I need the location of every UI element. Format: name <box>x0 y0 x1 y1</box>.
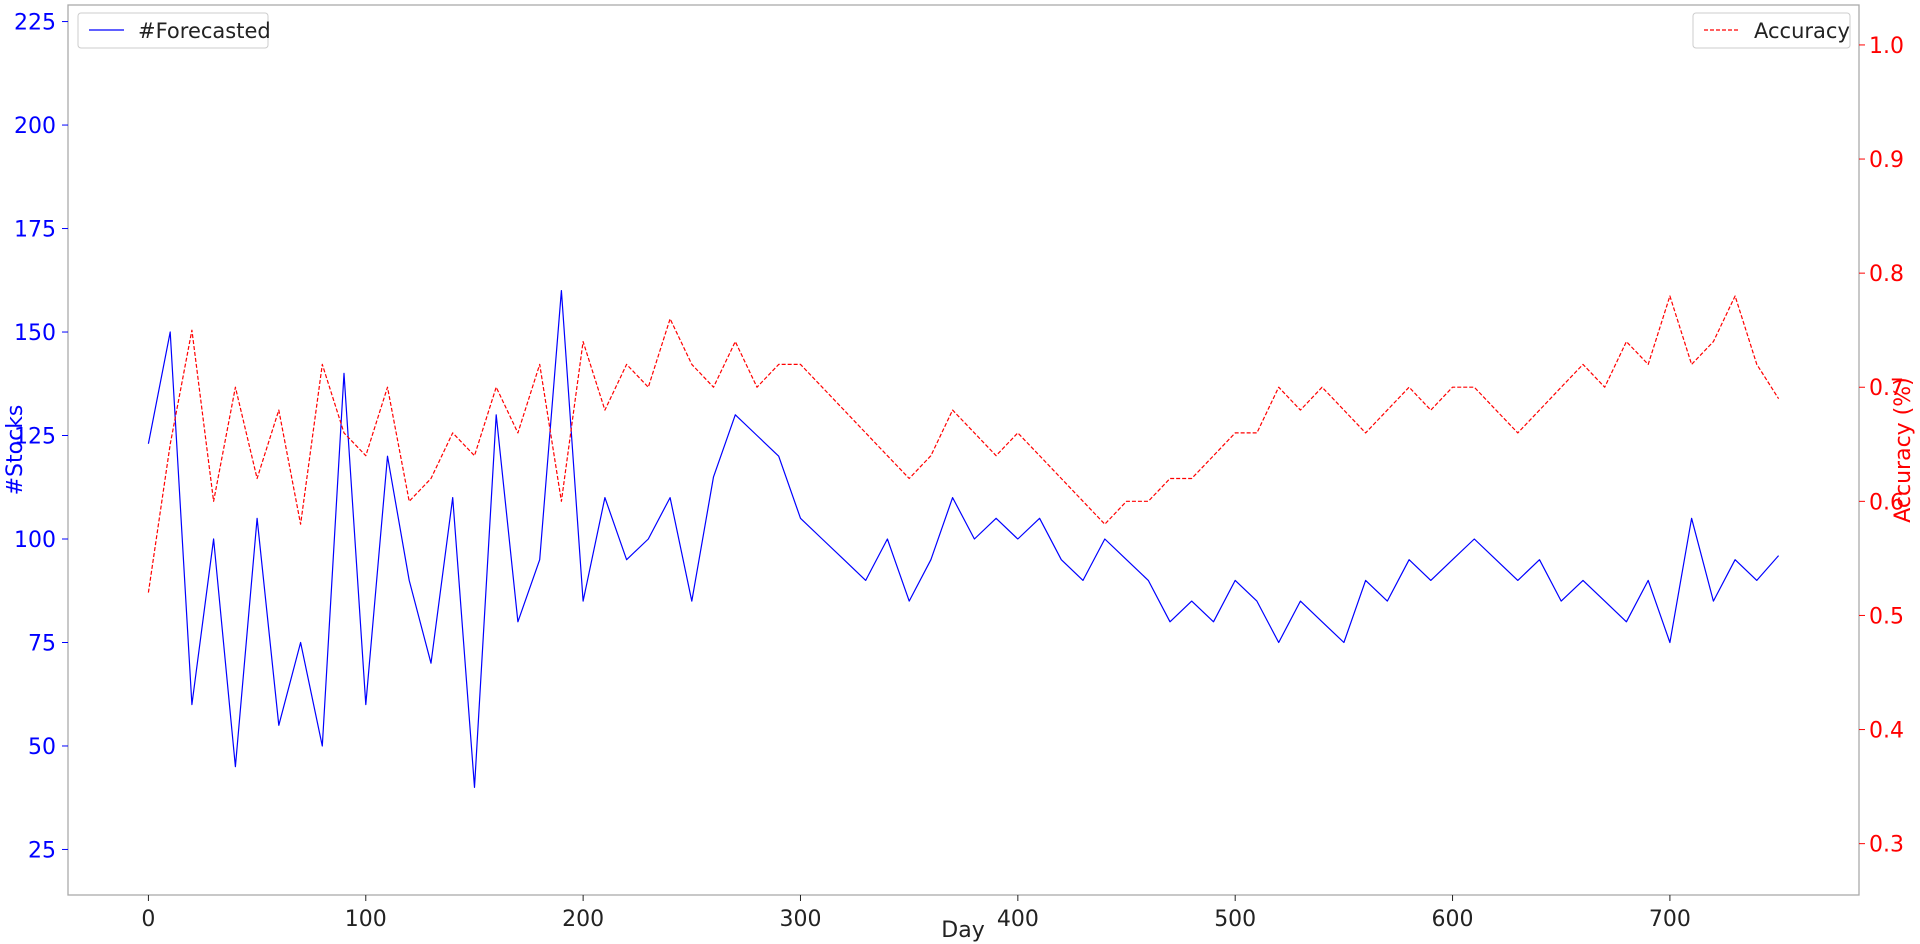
y-right-tick-label: 0.6 <box>1869 490 1904 515</box>
legend-right-box <box>1692 12 1851 49</box>
series-forecasted-line <box>147 290 1780 789</box>
x-tick-label: 600 <box>1432 907 1474 932</box>
y-right-tick-label: 0.4 <box>1869 719 1904 744</box>
legend-left-label: #Forecasted <box>138 19 271 43</box>
y-left-tick-label: 125 <box>14 425 56 450</box>
plot-frame <box>67 4 1860 896</box>
y-right-tick-label: 0.8 <box>1869 262 1904 287</box>
legend-right-label: Accuracy <box>1754 19 1850 43</box>
y-left-axis-title: #Stocks <box>3 405 28 496</box>
y-left-tick-label: 50 <box>28 735 56 760</box>
x-tick-label: 300 <box>779 907 821 932</box>
y-left-tick-label: 25 <box>28 838 56 863</box>
y-left-tick-label: 75 <box>28 631 56 656</box>
x-tick-label: 200 <box>562 907 604 932</box>
y-right-tick-label: 0.5 <box>1869 604 1904 629</box>
x-axis-ticks: 0 100 200 300 400 500 600 700 <box>141 895 1691 932</box>
y-left-tick-label: 225 <box>14 11 56 36</box>
y-right-axis-ticks: 0.3 0.4 0.5 0.6 0.7 0.8 0.9 1.0 <box>1859 34 1904 858</box>
y-right-tick-label: 0.7 <box>1869 376 1904 401</box>
legend-left-box <box>77 12 269 49</box>
x-tick-label: 700 <box>1649 907 1691 932</box>
y-left-tick-label: 150 <box>14 321 56 346</box>
x-tick-label: 400 <box>997 907 1039 932</box>
y-right-tick-label: 0.9 <box>1869 148 1904 173</box>
y-left-tick-label: 175 <box>14 218 56 243</box>
series-accuracy-line <box>147 295 1780 593</box>
y-right-axis-title: Accuracy (%) <box>1891 377 1916 523</box>
legend-left: #Forecasted <box>77 12 271 49</box>
y-left-tick-label: 200 <box>14 114 56 139</box>
series-layer <box>147 290 1780 789</box>
x-tick-label: 100 <box>345 907 387 932</box>
y-right-tick-label: 0.3 <box>1869 833 1904 858</box>
y-left-axis-ticks: 25 50 75 100 125 150 175 200 225 <box>14 11 68 863</box>
x-axis-title: Day <box>941 918 984 943</box>
y-left-tick-label: 100 <box>14 528 56 553</box>
x-tick-label: 500 <box>1214 907 1256 932</box>
x-tick-label: 0 <box>141 907 155 932</box>
y-right-tick-label: 1.0 <box>1869 34 1904 59</box>
legend-right: Accuracy <box>1692 12 1851 49</box>
